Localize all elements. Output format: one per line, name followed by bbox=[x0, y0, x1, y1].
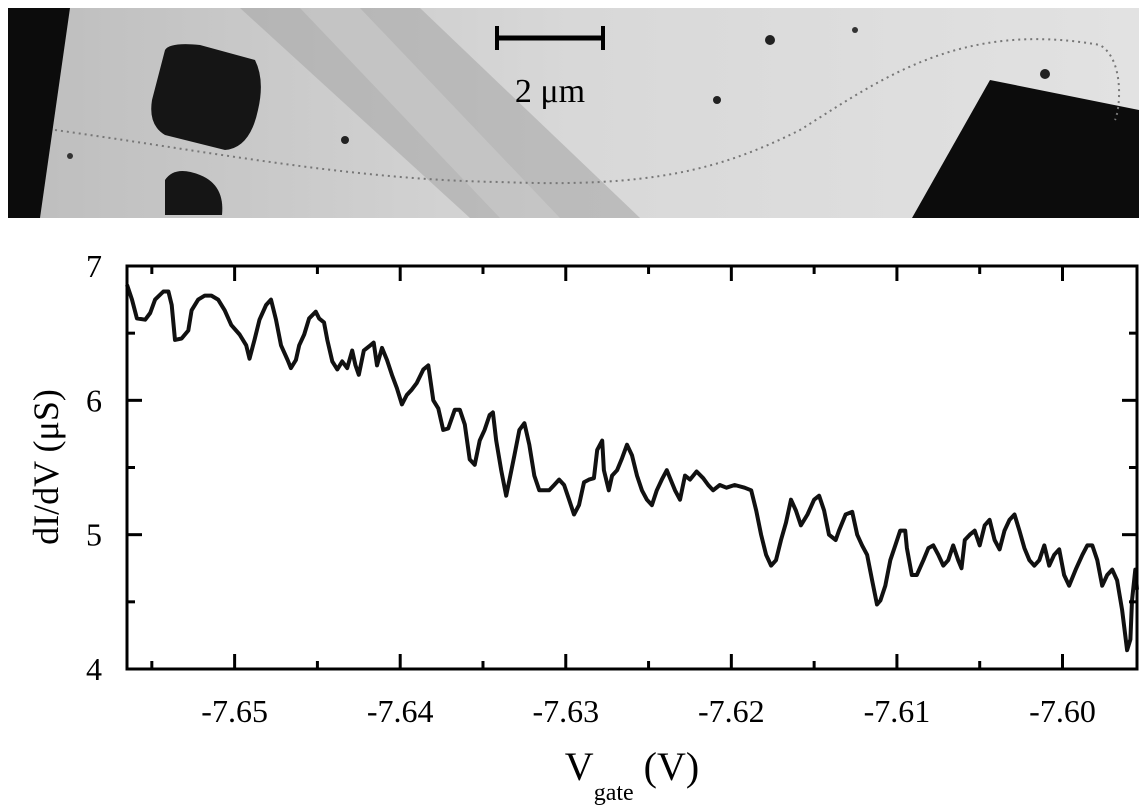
x-tick-label: -7.65 bbox=[201, 693, 268, 729]
y-axis-label: dI/dV (μS) bbox=[26, 389, 66, 545]
y-tick-label: 4 bbox=[86, 651, 102, 687]
x-tick-label: -7.62 bbox=[698, 693, 765, 729]
x-label-sub: gate bbox=[594, 780, 634, 806]
scale-bar-label: 2 μm bbox=[515, 73, 585, 110]
x-tick-label: -7.64 bbox=[367, 693, 434, 729]
data-line bbox=[125, 284, 1139, 653]
y-tick-label: 7 bbox=[86, 248, 102, 284]
micrograph: 2 μm bbox=[8, 8, 1139, 218]
y-tick-label: 5 bbox=[86, 517, 102, 553]
x-label-main: V bbox=[565, 744, 594, 789]
x-tick-label: -7.60 bbox=[1029, 693, 1096, 729]
x-axis-label: Vgate (V) bbox=[565, 744, 699, 806]
x-label-unit: (V) bbox=[644, 744, 700, 789]
x-tick-label: -7.61 bbox=[864, 693, 931, 729]
x-tick-label: -7.63 bbox=[532, 693, 599, 729]
y-tick-label: 6 bbox=[86, 382, 102, 418]
